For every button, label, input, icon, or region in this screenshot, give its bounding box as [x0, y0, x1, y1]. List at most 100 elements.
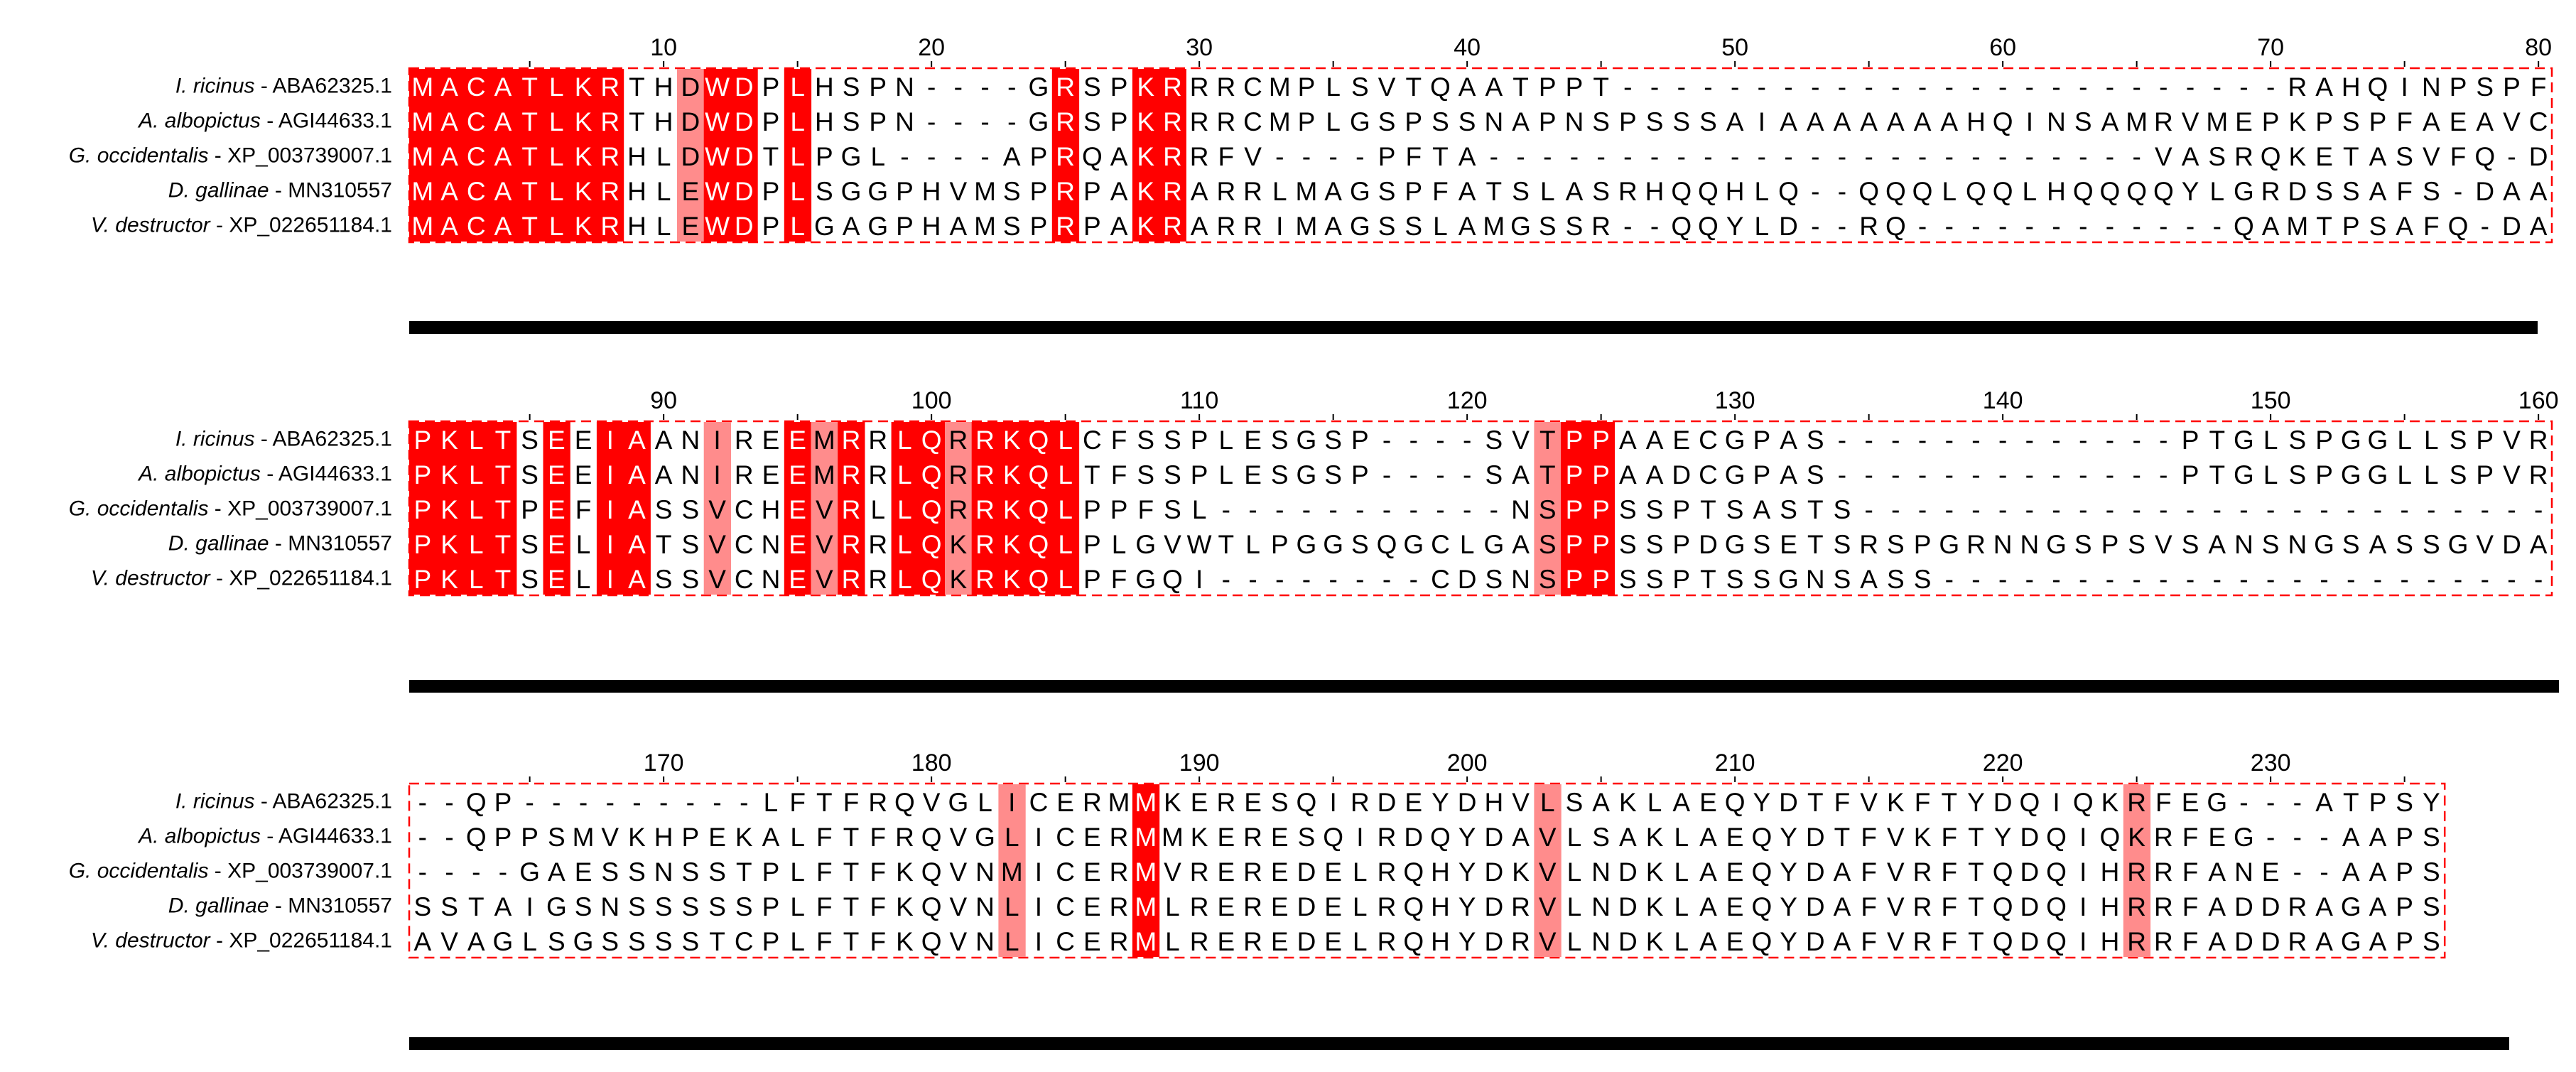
residue: P: [1592, 495, 1610, 524]
residue: A: [1699, 823, 1717, 852]
residue: K: [440, 460, 458, 489]
residue: P: [494, 823, 512, 852]
residue: S: [1003, 177, 1021, 206]
gap-char: -: [418, 857, 427, 887]
residue: P: [1030, 212, 1048, 241]
residue: S: [655, 495, 673, 524]
residue: K: [1164, 788, 1181, 817]
residue: S: [1539, 495, 1557, 524]
residue: N: [1591, 857, 1611, 887]
species-name: I. ricinus: [175, 75, 255, 98]
gap-char: -: [525, 788, 534, 817]
residue: Y: [1459, 927, 1476, 956]
residue: G: [2341, 927, 2361, 956]
residue: S: [2423, 892, 2440, 921]
residue: Q: [921, 495, 942, 524]
residue: V: [1539, 857, 1557, 887]
identical-column: [516, 69, 544, 242]
tick-label: 60: [1989, 34, 2016, 61]
residue: Q: [1029, 426, 1049, 455]
gap-char: -: [1918, 495, 1927, 524]
residue: L: [656, 212, 671, 241]
residue: Q: [2100, 823, 2121, 852]
residue: R: [1190, 857, 1209, 887]
tick-label: 20: [918, 34, 945, 61]
residue: E: [789, 565, 806, 594]
residue: Q: [1029, 565, 1049, 594]
residue: E: [1244, 426, 1262, 455]
residue: K: [896, 927, 914, 956]
residue: D: [1618, 857, 1638, 887]
residue: G: [2314, 530, 2334, 559]
residue: T: [2343, 142, 2359, 171]
tick-label: 200: [1447, 749, 1488, 776]
gap-char: -: [1838, 142, 1846, 171]
gap-char: -: [1838, 72, 1846, 102]
residue: R: [600, 212, 619, 241]
gap-char: -: [2106, 142, 2114, 171]
residue: E: [1083, 892, 1101, 921]
residue: S: [2396, 788, 2413, 817]
residue: R: [600, 142, 619, 171]
residue: T: [656, 530, 672, 559]
residue: A: [2315, 788, 2333, 817]
residue: I: [1008, 788, 1015, 817]
residue: R: [1056, 107, 1075, 136]
identical-column: [918, 422, 946, 595]
species-name: V. destructor: [91, 567, 211, 590]
gap-char: -: [1918, 212, 1927, 241]
residue: P: [1351, 426, 1369, 455]
residue: A: [2369, 823, 2387, 852]
gap-char: -: [1838, 212, 1846, 241]
residue: L: [469, 426, 484, 455]
residue: Q: [1993, 857, 2013, 887]
residue: H: [1966, 107, 1986, 136]
gap-char: -: [1864, 460, 1873, 489]
gap-char: -: [2025, 72, 2034, 102]
tick-label: 30: [1186, 34, 1213, 61]
residue: T: [1405, 72, 1422, 102]
gap-char: -: [1463, 495, 1471, 524]
residue: P: [2450, 72, 2467, 102]
residue: R: [1243, 927, 1262, 956]
sequence-label: A. albopictus - AGI44633.1: [137, 109, 392, 133]
gap-char: -: [1891, 460, 1900, 489]
residue: E: [1244, 460, 1262, 489]
gap-char: -: [1222, 495, 1230, 524]
residue: S: [440, 892, 458, 921]
residue: D: [1297, 857, 1316, 887]
residue: K: [1646, 927, 1664, 956]
gap-char: -: [1998, 212, 2007, 241]
residue: E: [2315, 142, 2333, 171]
residue: H: [922, 212, 941, 241]
accession-id: - XP_003739007.1: [208, 497, 392, 521]
residue: E: [2182, 788, 2199, 817]
residue: K: [2289, 107, 2307, 136]
residue: S: [2369, 212, 2387, 241]
residue: D: [735, 107, 754, 136]
residue: Y: [1459, 823, 1476, 852]
residue: L: [1058, 495, 1073, 524]
residue: Q: [2073, 788, 2094, 817]
gap-char: -: [1731, 142, 1739, 171]
residue: S: [1807, 460, 1824, 489]
gap-char: -: [1543, 142, 1552, 171]
residue: F: [816, 927, 833, 956]
gap-char: -: [1891, 495, 1900, 524]
tick-label: 230: [2251, 749, 2291, 776]
gap-char: -: [418, 823, 427, 852]
residue: A: [1512, 823, 1530, 852]
residue: P: [1271, 530, 1289, 559]
residue: A: [414, 927, 432, 956]
residue: R: [1859, 212, 1878, 241]
gap-char: -: [2079, 460, 2087, 489]
gap-char: -: [2186, 565, 2195, 594]
secondary-structure-bar: [409, 680, 2559, 693]
residue: K: [440, 565, 458, 594]
residue: T: [2209, 426, 2225, 455]
residue: L: [1567, 927, 1582, 956]
identical-column: [730, 69, 758, 242]
residue: M: [1135, 927, 1157, 956]
residue: E: [682, 212, 700, 241]
residue: P: [1672, 495, 1690, 524]
